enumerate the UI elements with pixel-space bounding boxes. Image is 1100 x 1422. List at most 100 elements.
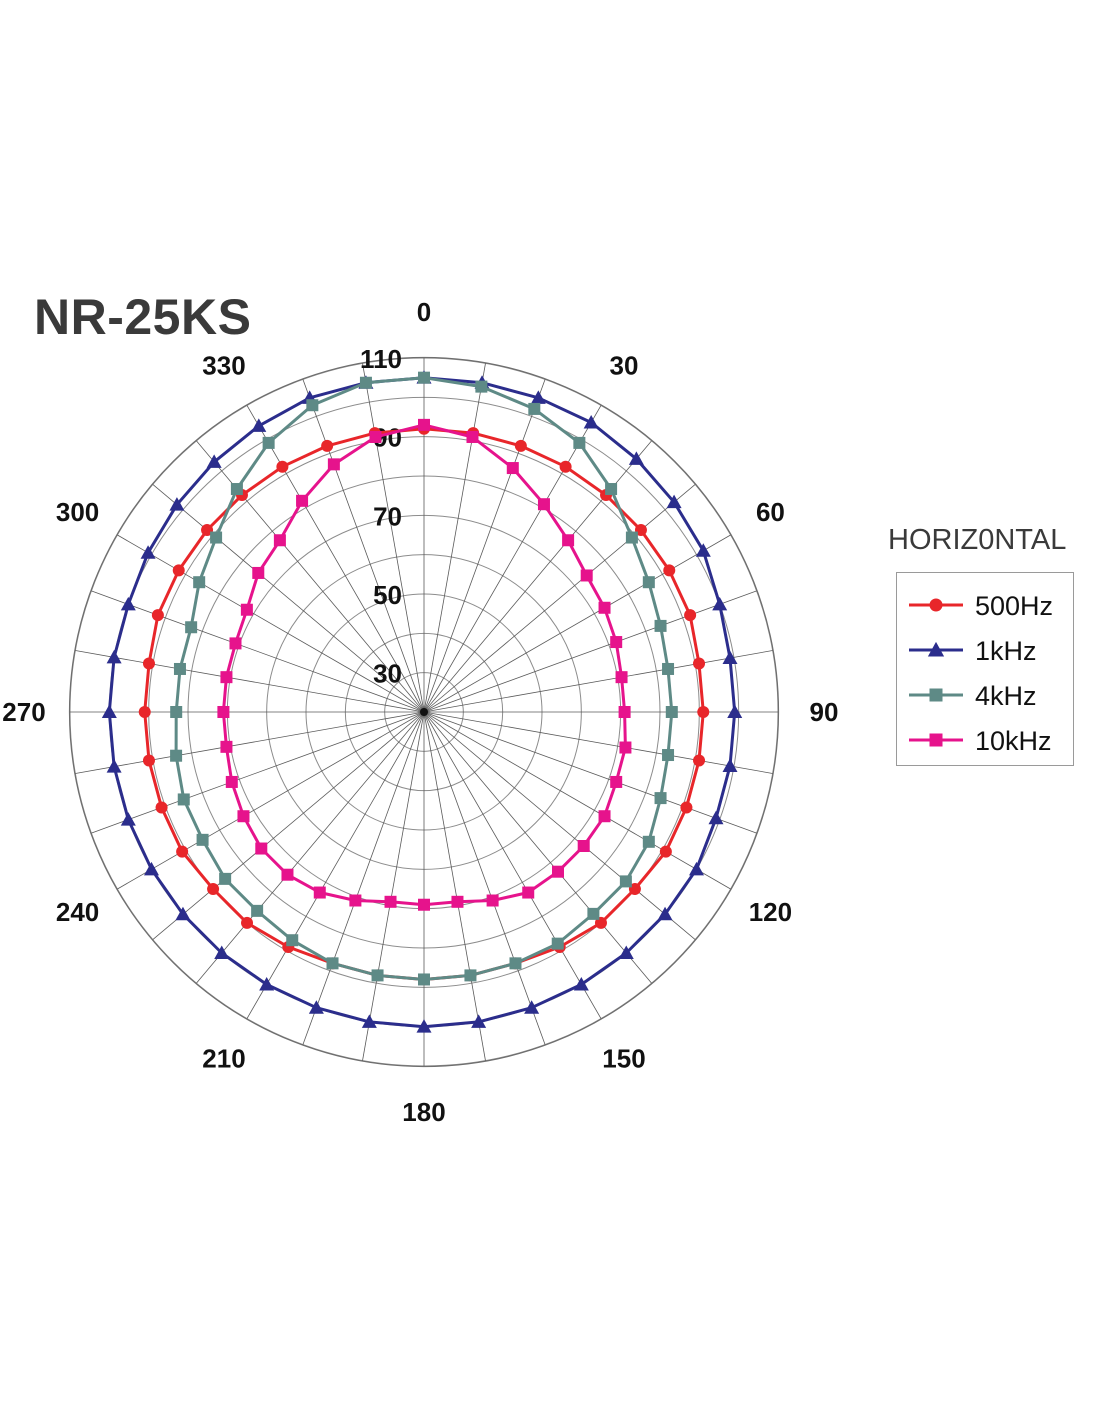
data-point: [551, 865, 564, 878]
data-point: [537, 498, 550, 511]
data-point: [349, 894, 362, 907]
data-point: [229, 637, 242, 650]
data-point: [237, 810, 250, 823]
angle-label: 60: [756, 497, 785, 527]
data-point: [296, 494, 309, 507]
data-point: [201, 523, 214, 536]
data-point: [281, 868, 294, 881]
data-point: [665, 706, 678, 718]
grid-spoke: [91, 711, 425, 834]
data-point: [929, 688, 943, 702]
data-point: [286, 934, 299, 947]
data-point: [559, 460, 572, 473]
data-point: [524, 1000, 540, 1014]
legend-label: 500Hz: [975, 591, 1053, 621]
legend-title: HORIZ0NTAL: [888, 524, 1067, 556]
data-point: [666, 494, 682, 509]
angle-label: 0: [417, 297, 431, 327]
data-point: [251, 418, 267, 432]
grid-spoke: [423, 711, 731, 890]
data-point: [418, 371, 430, 384]
chart-title: NR-25KS: [34, 289, 252, 345]
data-point: [327, 458, 340, 471]
data-point: [416, 1019, 432, 1033]
data-point: [697, 706, 710, 718]
data-point: [642, 576, 655, 589]
data-point: [177, 793, 190, 806]
data-point: [708, 810, 724, 825]
grid-spoke: [152, 711, 425, 940]
grid-spoke: [196, 711, 425, 984]
data-point: [173, 662, 186, 675]
data-point: [140, 545, 156, 559]
data-point: [619, 741, 632, 754]
data-point: [251, 904, 264, 917]
data-point: [615, 671, 628, 684]
data-point: [418, 898, 430, 911]
data-point: [583, 414, 599, 429]
data-point: [625, 531, 638, 544]
data-point: [240, 603, 253, 616]
data-point: [486, 894, 499, 907]
data-point: [176, 845, 189, 858]
legend-label: 10kHz: [975, 726, 1052, 756]
grid-spoke: [246, 711, 425, 1019]
data-point: [220, 740, 233, 753]
data-point: [106, 649, 122, 664]
grid-spoke: [362, 363, 425, 713]
grid-spoke: [423, 484, 696, 713]
angle-label: 180: [402, 1097, 445, 1127]
angle-label: 150: [602, 1043, 645, 1073]
grid-spoke: [423, 711, 546, 1045]
data-point: [659, 845, 672, 858]
data-point: [587, 907, 600, 920]
data-point: [170, 706, 183, 718]
grid-spoke: [423, 363, 486, 713]
data-point: [217, 706, 230, 718]
angle-label: 300: [56, 497, 99, 527]
grid-spoke: [75, 711, 425, 774]
data-point: [722, 650, 738, 665]
data-point: [573, 436, 586, 449]
data-point: [371, 969, 384, 982]
data-point: [313, 886, 326, 899]
angle-label: 90: [810, 697, 839, 727]
data-point: [193, 576, 206, 589]
data-point: [451, 895, 464, 908]
data-point: [605, 483, 618, 496]
data-point: [143, 861, 159, 876]
data-point: [475, 380, 488, 393]
legend-entry-1khz: 1kHz: [909, 636, 1037, 666]
series-layer: [101, 370, 743, 1033]
data-point: [722, 758, 738, 772]
legend-entry-4khz: 4kHz: [909, 681, 1037, 711]
data-point: [610, 775, 623, 788]
data-point: [618, 945, 634, 960]
angle-label: 330: [202, 351, 245, 381]
data-point: [206, 454, 222, 468]
data-point: [359, 376, 372, 389]
data-point: [142, 754, 155, 767]
data-point: [551, 937, 564, 950]
data-point: [654, 619, 667, 632]
grid-spoke: [302, 379, 425, 713]
legend-label: 1kHz: [975, 636, 1037, 666]
data-point: [927, 641, 945, 657]
data-point: [610, 636, 623, 649]
grid-spoke: [423, 711, 602, 1019]
grid-spoke: [423, 379, 546, 713]
grid-spoke: [91, 590, 425, 713]
data-point: [175, 906, 191, 921]
data-point: [155, 801, 168, 814]
data-point: [464, 969, 477, 982]
data-point: [528, 402, 541, 415]
data-point: [929, 733, 943, 747]
data-point: [214, 945, 230, 960]
grid-spoke: [117, 534, 425, 713]
data-point: [573, 977, 589, 991]
data-point: [172, 564, 185, 577]
data-point: [306, 399, 319, 412]
data-point: [326, 957, 339, 970]
grid-spoke: [75, 650, 425, 713]
series-4khz: [170, 371, 678, 986]
